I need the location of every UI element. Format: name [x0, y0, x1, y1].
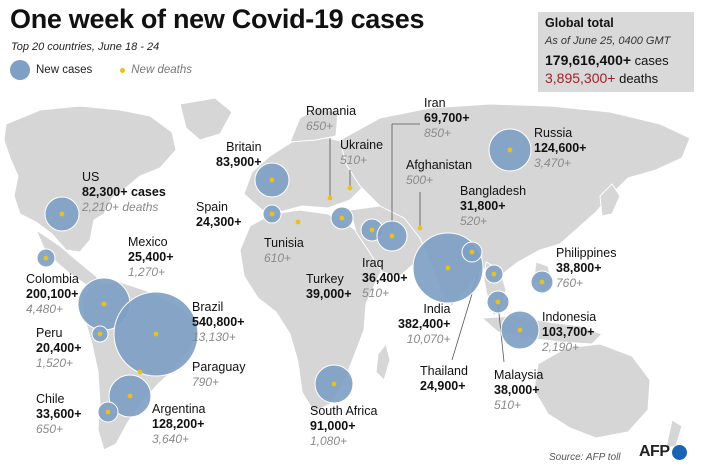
legend-bubble-icon	[10, 60, 30, 80]
land-madagascar	[375, 342, 391, 381]
global-total-box: Global total As of June 25, 0400 GMT 179…	[538, 12, 694, 92]
global-deaths: 3,895,300+ deaths	[545, 70, 658, 86]
global-heading: Global total	[545, 16, 614, 30]
legend: New cases New deaths	[10, 60, 192, 80]
label-chile: Chile 33,600+ 650+	[36, 392, 82, 436]
label-argentina: Argentina 128,200+ 3,640+	[152, 402, 206, 446]
legend-dot-icon	[120, 67, 126, 73]
death-dots	[43, 147, 545, 415]
dot-spain	[269, 211, 275, 217]
label-romania: Romania 650+	[306, 104, 357, 133]
land-australia	[533, 343, 651, 439]
dot-tunisia	[295, 219, 301, 225]
dot-romania	[327, 195, 333, 201]
dot-south-africa	[331, 381, 337, 387]
label-tunisia: Tunisia 610+	[264, 236, 304, 265]
dot-turkey	[339, 215, 345, 221]
dot-colombia	[101, 301, 107, 307]
land-scandinavia	[289, 107, 339, 143]
label-brazil: Brazil 540,800+ 13,130+	[192, 300, 245, 344]
label-iraq: Iraq 36,400+ 510+	[362, 256, 408, 300]
dot-paraguay	[137, 369, 143, 375]
dot-us	[59, 211, 65, 217]
dot-philippines	[539, 279, 545, 285]
dot-russia	[507, 147, 513, 153]
label-colombia: Colombia 200,100+ 4,480+	[26, 272, 79, 316]
dot-brazil	[153, 331, 159, 337]
label-thailand: Thailand 24,900+	[420, 364, 468, 393]
dot-peru	[97, 331, 103, 337]
dot-india	[445, 265, 451, 271]
afp-logo-icon	[671, 444, 687, 460]
global-cases-value: 179,616,400+	[545, 52, 632, 68]
label-us: US 82,300+ cases 2,210+ deaths	[82, 170, 166, 214]
page-title: One week of new Covid-19 cases	[10, 4, 425, 34]
label-ukraine: Ukraine 510+	[340, 138, 384, 167]
global-cases-unit: cases	[634, 53, 669, 68]
label-india: India 382,400+ 10,070+	[398, 302, 451, 346]
label-malaysia: Malaysia 38,000+ 510+	[494, 368, 544, 412]
label-afghanistan: Afghanistan 500+	[406, 158, 473, 187]
dot-iraq	[369, 227, 375, 233]
dot-argentina	[127, 393, 133, 399]
label-mexico: Mexico 25,400+ 1,270+	[128, 235, 174, 279]
dot-thailand	[491, 271, 497, 277]
legend-deaths-label: New deaths	[131, 64, 192, 76]
page-subtitle: Top 20 countries, June 18 - 24	[11, 41, 160, 53]
label-paraguay: Paraguay 790+	[192, 360, 246, 389]
global-deaths-unit: deaths	[619, 71, 659, 86]
dot-bangladesh	[469, 249, 475, 255]
label-russia: Russia 124,600+ 3,470+	[534, 126, 587, 170]
legend-cases-label: New cases	[36, 64, 93, 76]
afp-logo: AFP	[639, 443, 687, 461]
global-date: As of June 25, 0400 GMT	[545, 35, 671, 47]
land-greenland	[179, 97, 233, 141]
dot-malaysia	[495, 299, 501, 305]
label-bangladesh: Bangladesh 31,800+ 520+	[460, 184, 527, 228]
dot-ukraine	[347, 185, 353, 191]
label-turkey: Turkey 39,000+	[306, 272, 352, 301]
dot-iran	[389, 233, 395, 239]
global-deaths-value: 3,895,300+	[545, 70, 616, 86]
label-indonesia: Indonesia 103,700+ 2,190+	[542, 310, 597, 354]
label-peru: Peru 20,400+ 1,520+	[36, 326, 82, 370]
label-britain: Britain 83,900+	[216, 140, 262, 169]
dot-britain	[269, 177, 275, 183]
land-japan	[599, 183, 621, 217]
afp-logo-text: AFP	[639, 443, 670, 460]
dot-afghanistan	[417, 225, 423, 231]
dot-indonesia	[517, 327, 523, 333]
label-south-africa: South Africa 91,000+ 1,080+	[310, 404, 378, 448]
global-cases: 179,616,400+ cases	[545, 52, 669, 68]
label-spain: Spain 24,300+	[196, 200, 242, 229]
source-note: Source: AFP toll	[549, 452, 621, 463]
dot-mexico	[43, 255, 49, 261]
label-philippines: Philippines 38,800+ 760+	[556, 246, 617, 290]
label-iran: Iran 69,700+ 850+	[424, 96, 470, 140]
dot-chile	[105, 409, 111, 415]
